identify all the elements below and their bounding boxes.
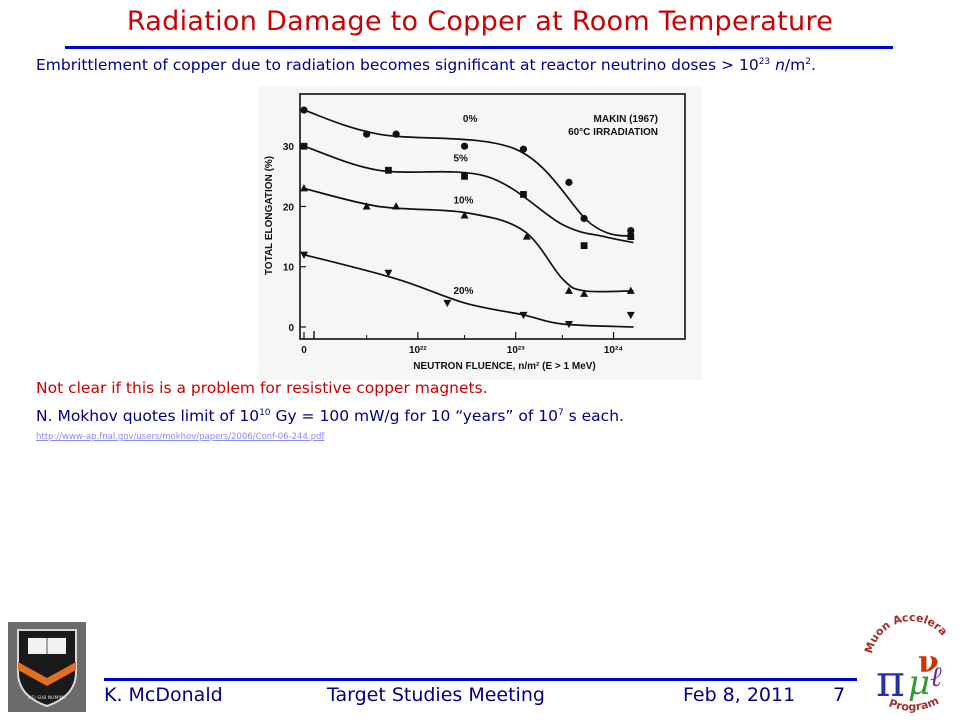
series-label: 0% xyxy=(463,114,478,125)
note-mokhov-text-c: s each. xyxy=(563,407,624,425)
data-point-10pct xyxy=(522,232,531,240)
subtitle-exponent: 23 xyxy=(758,57,771,67)
y-tick-label: 30 xyxy=(283,142,295,153)
shield-motto: DEI SUB NUMINE xyxy=(28,695,66,701)
data-point-10pct xyxy=(460,211,469,219)
chart-background xyxy=(258,86,702,380)
mapl-mu: μ xyxy=(908,663,930,703)
footer-author: K. McDonald xyxy=(104,684,223,706)
shield-chevron xyxy=(18,662,76,686)
footer-rule xyxy=(104,678,857,681)
x-tick-label: 10²³ xyxy=(507,345,525,356)
data-point-0pct xyxy=(300,106,308,114)
y-axis-label: TOTAL ELONGATION (%) xyxy=(264,156,275,275)
data-point-10pct xyxy=(392,202,401,210)
elongation-chart: 0 10 20 30 0 10²² 10²³ 10²⁴ NEUTRON FLUENCE, n/m… xyxy=(258,86,702,380)
data-point-10pct xyxy=(300,184,308,192)
series-label: 10% xyxy=(453,195,473,206)
footer-date: Feb 8, 2011 xyxy=(683,684,796,706)
x-axis-label: NEUTRON FLUENCE, n/m² (E > 1 MeV) xyxy=(413,361,596,372)
mapl-pi: π xyxy=(876,656,905,707)
note-mokhov-limit: N. Mokhov quotes limit of 1010 Gy = 100 … xyxy=(36,407,624,425)
data-point-0pct xyxy=(392,130,400,138)
data-point-5pct xyxy=(580,242,588,250)
series-label: 20% xyxy=(453,286,473,297)
data-point-5pct xyxy=(520,191,527,198)
y-tick-label: 0 xyxy=(288,323,294,334)
series-line-0pct xyxy=(303,109,634,238)
chart-annotation: MAKIN (1967) xyxy=(594,114,658,125)
chart-annotation: 60°C IRRADIATION xyxy=(568,127,658,138)
mapl-ell: ℓ xyxy=(930,660,942,693)
reference-link[interactable]: http://www-ap.fnal.gov/users/mokhov/pape… xyxy=(36,432,325,442)
y-tick-label: 20 xyxy=(283,202,295,213)
subtitle-unit-n: n xyxy=(775,56,785,74)
data-point-20pct xyxy=(626,311,635,320)
data-point-20pct xyxy=(300,251,308,259)
subtitle-text: Embrittlement of copper due to radiation… xyxy=(36,56,759,74)
series-label: 5% xyxy=(453,153,468,164)
plot-frame xyxy=(299,93,686,340)
note-mokhov-sup-2: 7 xyxy=(557,408,564,418)
data-point-5pct xyxy=(384,166,392,174)
data-point-10pct xyxy=(564,286,573,294)
data-point-20pct xyxy=(384,269,393,277)
mapl-nu: ν xyxy=(918,645,939,680)
data-point-10pct xyxy=(362,202,371,210)
series-line-5pct xyxy=(303,145,634,244)
y-tick-label: 10 xyxy=(283,263,295,274)
subtitle-unit-m: /m xyxy=(784,56,806,74)
data-point-10pct xyxy=(580,289,589,297)
princeton-shield-logo: DEI SUB NUMINE xyxy=(8,622,86,712)
subtitle-line: Embrittlement of copper due to radiation… xyxy=(36,56,816,74)
note-mokhov-text-b: Gy = 100 mW/g for 10 “years” of 10 xyxy=(270,407,558,425)
data-point-0pct xyxy=(363,130,371,138)
data-point-20pct xyxy=(519,311,528,320)
data-point-0pct xyxy=(565,178,573,186)
data-point-5pct xyxy=(300,142,308,150)
chart-svg: 0 10 20 30 0 10²² 10²³ 10²⁴ NEUTRON FLUENCE, n/m… xyxy=(258,86,702,380)
data-point-0pct xyxy=(519,145,528,153)
x-tick-label: 10²² xyxy=(409,345,427,356)
muon-accelerator-program-logo: Muon Accelerator ν π μ ℓ Program xyxy=(858,598,950,714)
data-point-10pct xyxy=(626,286,635,294)
note-mokhov-sup-1: 10 xyxy=(259,408,271,418)
subtitle-end: . xyxy=(810,56,816,74)
data-point-0pct xyxy=(460,142,469,150)
data-point-0pct xyxy=(627,226,635,235)
footer-page-number: 7 xyxy=(833,684,846,706)
data-point-5pct xyxy=(627,233,635,240)
slide-title: Radiation Damage to Copper at Room Tempe… xyxy=(126,6,834,37)
data-point-5pct xyxy=(461,172,468,180)
data-point-20pct xyxy=(443,299,452,308)
note-mokhov-text-a: N. Mokhov quotes limit of 10 xyxy=(36,407,260,425)
x-tick-label: 10²⁴ xyxy=(604,345,623,356)
note-resistive-copper: Not clear if this is a problem for resis… xyxy=(36,379,488,397)
subtitle-unit-exponent: 2 xyxy=(805,57,811,67)
footer-meeting: Target Studies Meeting xyxy=(327,684,545,706)
data-point-20pct xyxy=(564,320,573,329)
data-point-0pct xyxy=(580,214,588,223)
title-underline xyxy=(65,46,893,49)
x-tick-label: 0 xyxy=(301,345,307,356)
